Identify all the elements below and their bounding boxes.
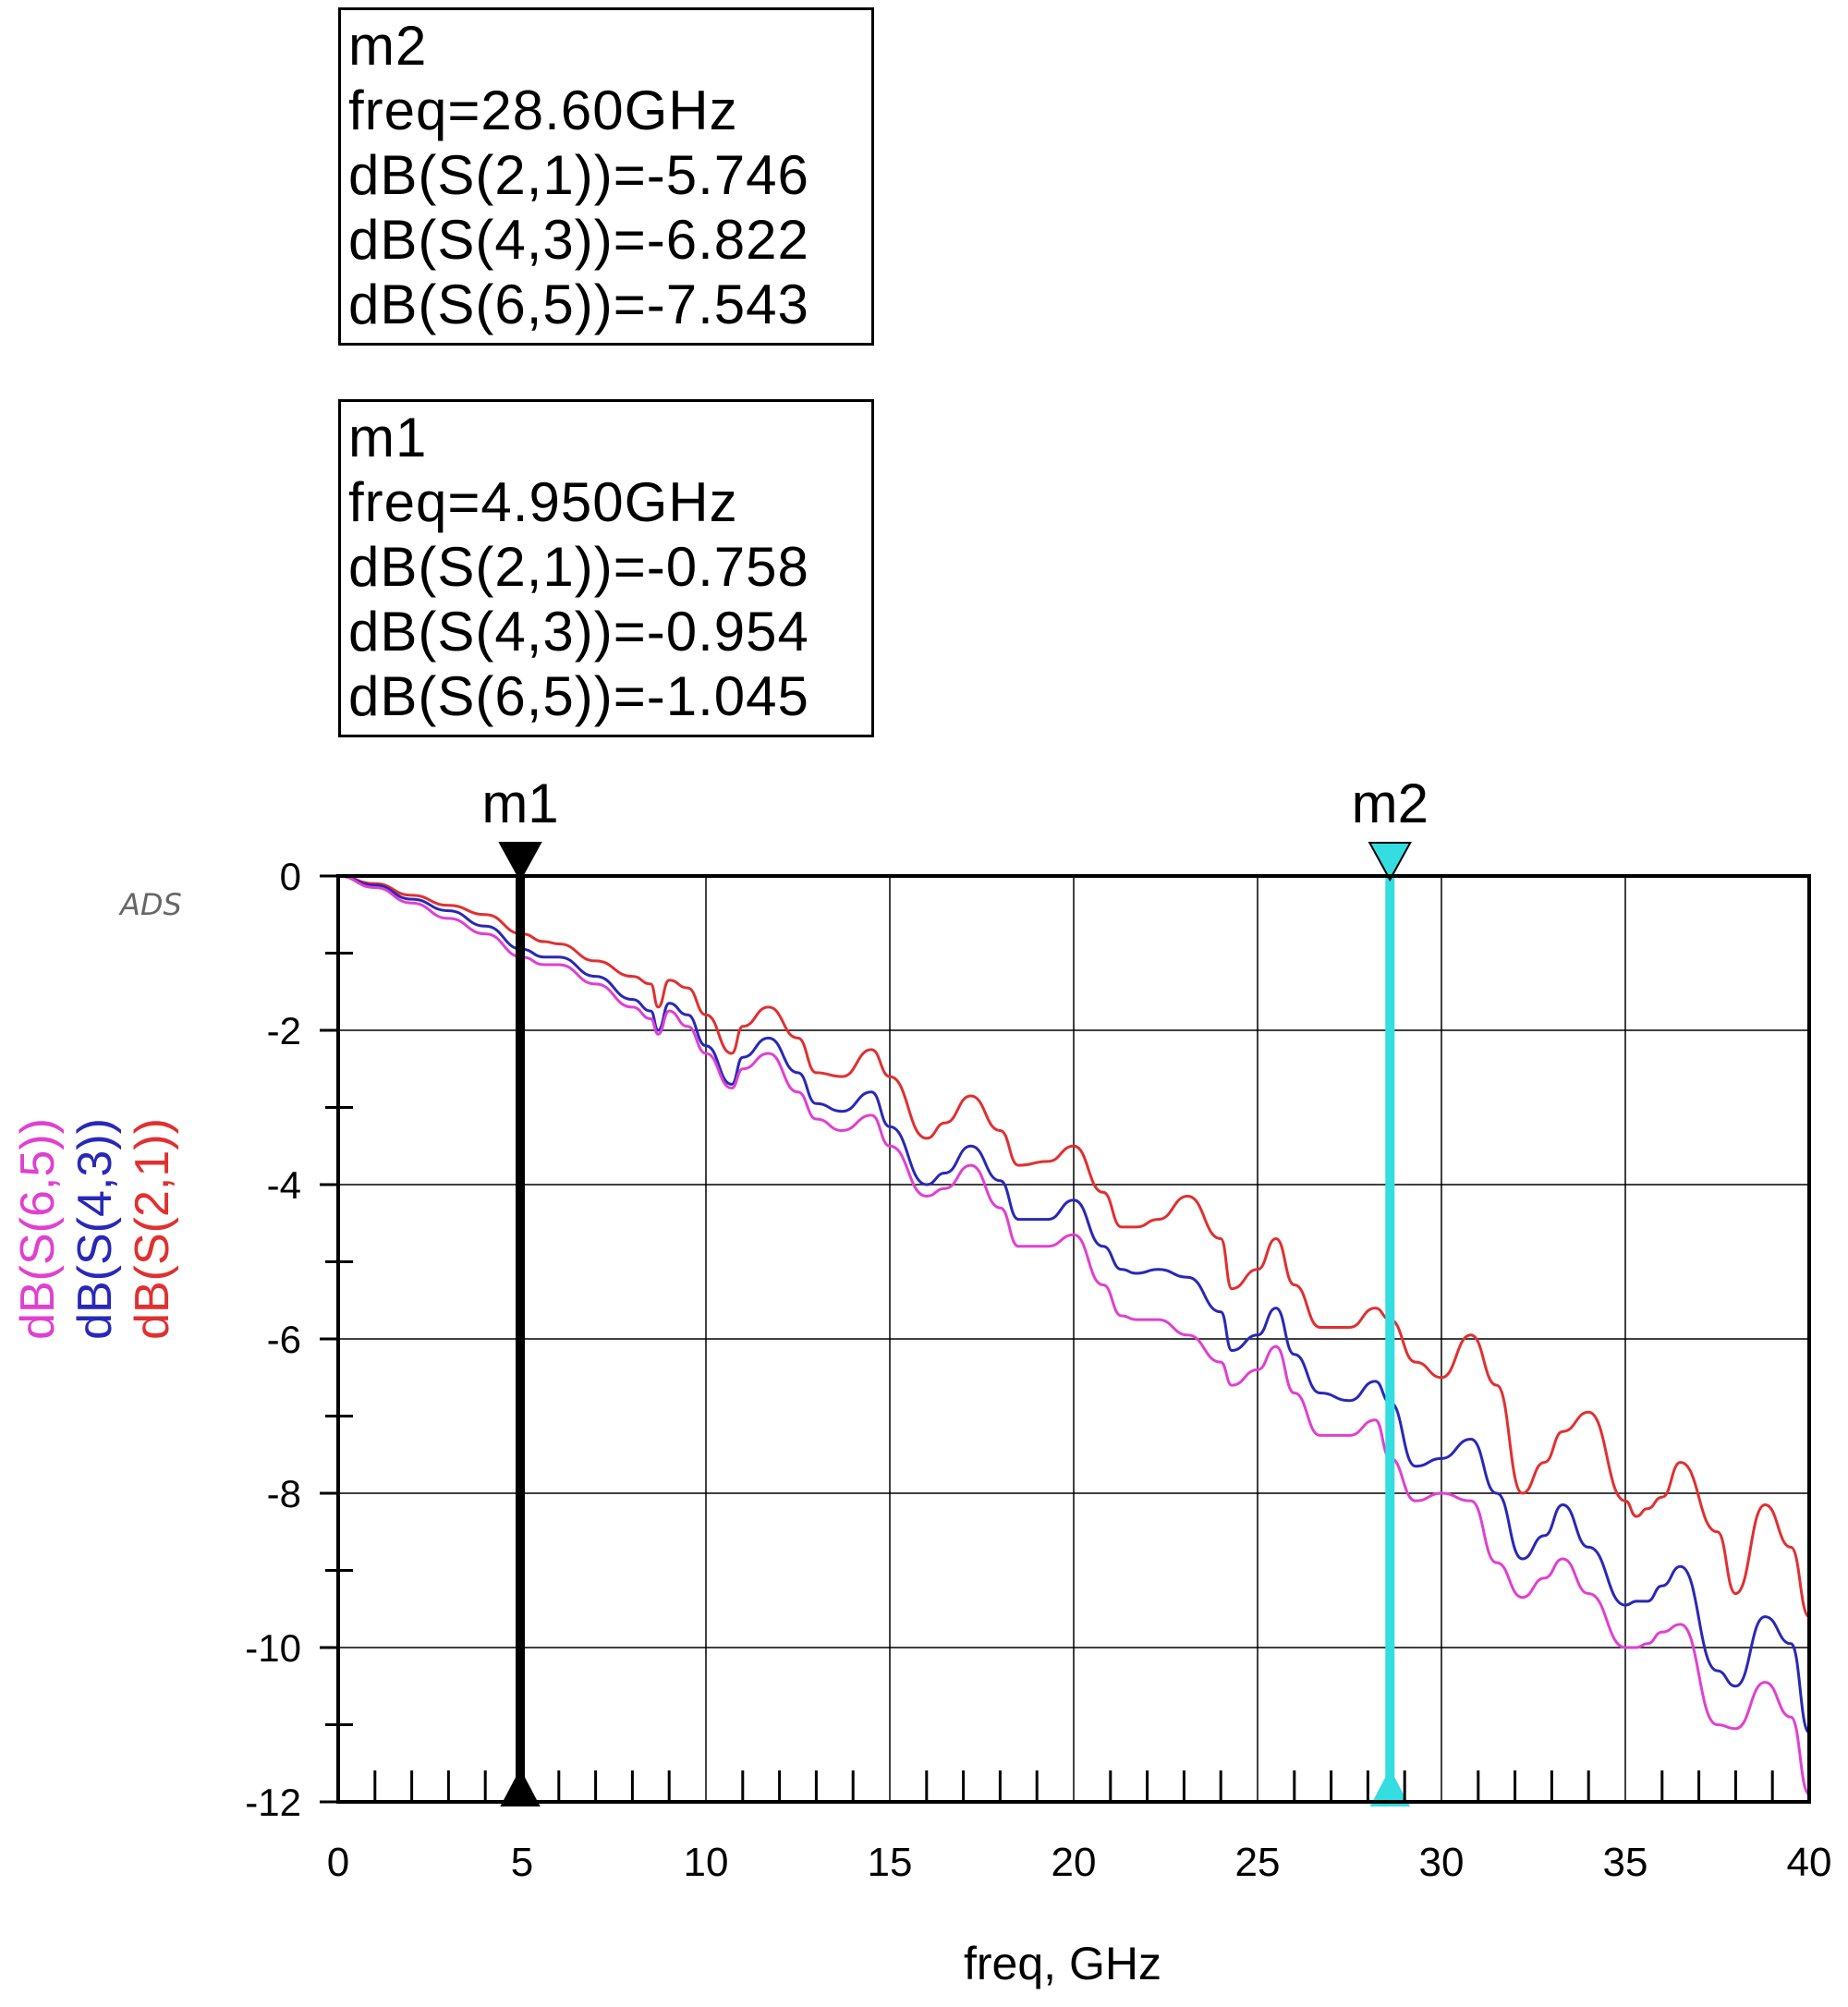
marker-value: dB(S(2,1))=-0.758 (348, 536, 809, 598)
y-tick-label: -2 (267, 1009, 301, 1052)
y-axis-series-label: dB(S(2,1)) (126, 1118, 179, 1340)
series-lines (337, 874, 1811, 1796)
marker-arrow-bottom-m2 (1369, 1768, 1410, 1806)
marker-value: dB(S(4,3))=-0.954 (348, 601, 809, 663)
marker-value: dB(S(4,3))=-6.822 (348, 209, 809, 271)
marker-value: dB(S(6,5))=-1.045 (348, 665, 809, 727)
x-tick-label: 5 (511, 1840, 533, 1885)
marker-freq: freq=28.60GHz (348, 79, 738, 141)
marker-arrow-top-m1 (498, 842, 542, 882)
y-axis-series-label: dB(S(6,5)) (11, 1118, 65, 1340)
grid (337, 875, 1810, 1803)
x-tick-label: 35 (1603, 1840, 1648, 1885)
y-tick-label: -8 (267, 1472, 301, 1515)
y-tick-label: -6 (267, 1318, 301, 1361)
y-axis-labels: dB(S(6,5)) dB(S(4,3)) dB(S(2,1)) (11, 1118, 179, 1340)
marker-readout-m2: m2 freq=28.60GHz dB(S(2,1))=-5.746 dB(S(… (338, 7, 874, 346)
series-line-43 (337, 874, 1811, 1734)
series-line-21 (337, 874, 1811, 1619)
x-tick-label: 10 (684, 1840, 729, 1885)
marker-value: dB(S(6,5))=-7.543 (348, 274, 809, 335)
y-axis-series-label: dB(S(4,3)) (68, 1118, 122, 1340)
x-axis-label: freq, GHz (964, 1938, 1161, 1989)
y-tick-label: -4 (267, 1163, 301, 1207)
marker-name: m1 (348, 407, 428, 468)
s-parameter-chart: m1 m2 0 5 10 15 20 25 30 35 40 0 -2 -4 -6 -8 -10 -12 ADS… (11, 772, 1831, 1989)
marker-readout-m1: m1 freq=4.950GHz dB(S(2,1))=-0.758 dB(S(… (338, 399, 874, 737)
x-tick-label: 0 (327, 1840, 349, 1885)
marker-name: m2 (348, 15, 428, 77)
x-tick-label: 15 (868, 1840, 913, 1885)
marker-label-m2: m2 (1352, 772, 1429, 834)
ads-watermark: ADS (118, 887, 182, 922)
x-tick-label: 20 (1052, 1840, 1097, 1885)
series-line-65 (337, 874, 1811, 1796)
marker-value: dB(S(2,1))=-5.746 (348, 144, 809, 206)
x-tick-label: 25 (1235, 1840, 1281, 1885)
marker-arrow-bottom-m1 (500, 1768, 541, 1806)
x-tick-label: 40 (1787, 1840, 1832, 1885)
y-tick-label: -12 (245, 1781, 301, 1824)
marker-lines: m1 m2 (481, 772, 1429, 1806)
marker-freq: freq=4.950GHz (348, 471, 738, 533)
y-tick-label: -10 (245, 1626, 301, 1670)
y-tick-label: 0 (280, 855, 301, 898)
axis-ticks: 0 5 10 15 20 25 30 35 40 0 -2 -4 -6 -8 -10 -12 (245, 855, 1831, 1885)
marker-label-m1: m1 (481, 772, 558, 834)
marker-arrow-top-m2 (1368, 842, 1412, 882)
x-tick-label: 30 (1419, 1840, 1465, 1885)
